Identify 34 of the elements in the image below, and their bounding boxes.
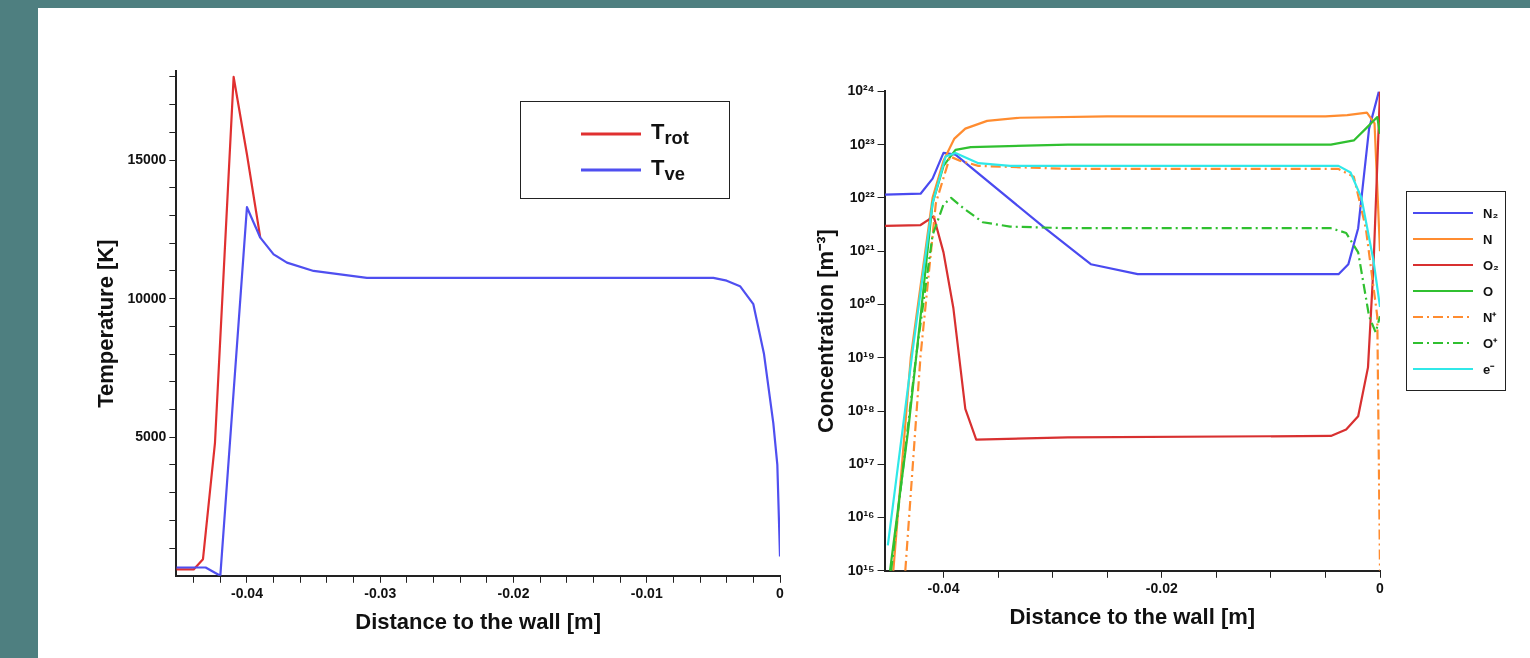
x-tick-label: -0.03	[364, 585, 397, 602]
y-tick-label: 10²³	[849, 135, 875, 152]
x-tick-label: 0	[1376, 580, 1385, 597]
legend-label: N₂	[1483, 205, 1499, 221]
y-axis-title: Temperature [K]	[93, 239, 119, 408]
legend-label: T$_{ve}$	[651, 155, 685, 186]
y-tick-label: 10¹⁷	[848, 455, 875, 472]
x-axis-title: Distance to the wall [m]	[1009, 603, 1256, 629]
x-axis-title: Distance to the wall [m]	[355, 608, 602, 634]
legend-label: O₂	[1483, 257, 1499, 273]
legend-label: e⁻	[1483, 361, 1495, 379]
y-tick-label: 10¹⁶	[847, 508, 875, 525]
y-tick-label: 10000	[127, 289, 167, 306]
x-tick-label: -0.01	[630, 585, 663, 602]
y-tick-label: 10²⁰	[849, 295, 875, 312]
y-tick-label: 10²²	[849, 188, 875, 205]
x-tick-label: -0.02	[1145, 580, 1178, 597]
y-tick-label: 10¹⁸	[847, 401, 875, 418]
x-tick-label: -0.04	[231, 585, 264, 602]
y-tick-label: 15000	[127, 150, 167, 167]
legend-label: N⁺	[1483, 309, 1497, 327]
y-tick-label: 10²⁴	[847, 82, 875, 99]
legend-label: O⁺	[1483, 335, 1498, 353]
y-tick-label: 10¹⁹	[847, 348, 875, 365]
legend-label: O	[1483, 283, 1494, 299]
x-tick-label: 0	[776, 585, 785, 602]
y-tick-label: 10¹⁵	[847, 561, 875, 578]
legend-label: N	[1483, 231, 1493, 247]
y-tick-label: 10²¹	[849, 242, 875, 259]
x-tick-label: -0.02	[497, 585, 530, 602]
x-tick-label: -0.04	[927, 580, 960, 597]
y-tick-label: 5000	[135, 428, 167, 445]
y-axis-title: Concentration [m⁻³]	[813, 229, 839, 433]
legend-label: T$_{rot}$	[651, 119, 689, 150]
